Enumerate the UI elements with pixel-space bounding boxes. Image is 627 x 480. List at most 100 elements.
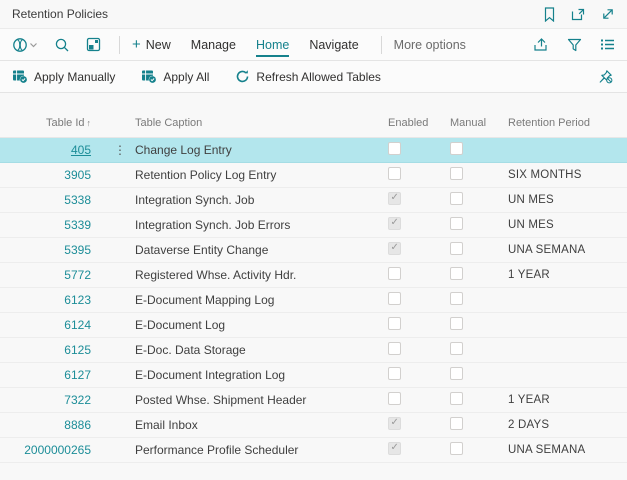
column-header-table-id[interactable]: Table Id ↑ — [45, 117, 91, 129]
bookmark-icon[interactable] — [542, 6, 557, 22]
apply-table-icon — [142, 70, 157, 84]
filter-icon[interactable] — [567, 38, 582, 52]
table-id-link[interactable]: 5772 — [64, 268, 91, 282]
column-header-table-caption[interactable]: Table Caption — [135, 117, 203, 129]
more-options-button[interactable]: More options — [393, 37, 466, 52]
column-header-manual[interactable]: Manual — [450, 117, 487, 129]
table-id-link[interactable]: 6125 — [64, 343, 91, 357]
table-row[interactable]: 6127 ⋮ E-Document Integration Log — [0, 363, 627, 388]
manual-checkbox[interactable] — [450, 217, 463, 230]
table-row[interactable]: 5338 ⋮ Integration Synch. Job UN MES — [0, 188, 627, 213]
table-caption-cell: E-Document Integration Log — [135, 368, 286, 382]
enabled-checkbox[interactable] — [388, 367, 401, 380]
manual-checkbox[interactable] — [450, 392, 463, 405]
apply-table-icon — [13, 70, 28, 84]
table-caption-cell: Change Log Entry — [135, 143, 232, 157]
manual-checkbox[interactable] — [450, 267, 463, 280]
table-row[interactable]: 8886 ⋮ Email Inbox 2 DAYS — [0, 413, 627, 438]
enabled-checkbox[interactable] — [388, 342, 401, 355]
table-caption-cell: Performance Profile Scheduler — [135, 443, 299, 457]
menu-item-home[interactable]: Home — [255, 38, 290, 57]
table-id-link[interactable]: 2000000265 — [24, 443, 91, 457]
manual-checkbox[interactable] — [450, 167, 463, 180]
manual-checkbox[interactable] — [450, 442, 463, 455]
manual-checkbox[interactable] — [450, 292, 463, 305]
table-caption-cell: E-Document Log — [135, 318, 226, 332]
choose-columns-icon[interactable] — [600, 38, 615, 51]
table-caption-cell: E-Doc. Data Storage — [135, 343, 246, 357]
popout-icon[interactable] — [571, 7, 586, 22]
table-row[interactable]: 5772 ⋮ Registered Whse. Activity Hdr. 1 … — [0, 263, 627, 288]
enabled-checkbox[interactable] — [388, 292, 401, 305]
table-row[interactable]: 6123 ⋮ E-Document Mapping Log — [0, 288, 627, 313]
column-header-retention-period[interactable]: Retention Period — [508, 117, 590, 129]
enabled-checkbox[interactable] — [388, 142, 401, 155]
table-caption-cell: Dataverse Entity Change — [135, 243, 269, 257]
menu-item-navigate[interactable]: Navigate — [309, 37, 359, 52]
table-id-link[interactable]: 6124 — [64, 318, 91, 332]
toolbar-divider — [380, 35, 382, 54]
table-row[interactable]: 5395 ⋮ Dataverse Entity Change UNA SEMAN… — [0, 238, 627, 263]
enabled-checkbox[interactable] — [388, 392, 401, 405]
enabled-checkbox[interactable] — [388, 217, 401, 230]
manual-checkbox[interactable] — [450, 317, 463, 330]
table-row[interactable]: 6124 ⋮ E-Document Log — [0, 313, 627, 338]
table-id-link[interactable]: 3905 — [64, 168, 91, 182]
retention-period-cell: UN MES — [508, 219, 554, 231]
table-row[interactable]: 6125 ⋮ E-Doc. Data Storage — [0, 338, 627, 363]
manual-checkbox[interactable] — [450, 142, 463, 155]
manual-checkbox[interactable] — [450, 192, 463, 205]
layout-icon[interactable] — [86, 37, 101, 52]
unpin-icon[interactable] — [598, 69, 613, 84]
table-caption-cell: E-Document Mapping Log — [135, 293, 275, 307]
manual-checkbox[interactable] — [450, 342, 463, 355]
apply-all-button[interactable]: Apply All — [141, 69, 209, 84]
enabled-checkbox[interactable] — [388, 267, 401, 280]
retention-period-cell: 1 YEAR — [508, 269, 550, 281]
dynamics-menu-icon[interactable] — [12, 37, 38, 53]
table-id-link[interactable]: 6127 — [64, 368, 91, 382]
column-header-enabled[interactable]: Enabled — [388, 117, 429, 129]
table-id-link[interactable]: 5339 — [64, 218, 91, 232]
page-title: Retention Policies — [12, 7, 109, 21]
retention-period-cell: 2 DAYS — [508, 419, 550, 431]
enabled-checkbox[interactable] — [388, 242, 401, 255]
enabled-checkbox[interactable] — [388, 192, 401, 205]
ribbon-toolbar: + New Manage Home Navigate More options — [0, 28, 627, 61]
menu-item-manage[interactable]: Manage — [190, 37, 236, 52]
expand-icon[interactable] — [600, 7, 615, 22]
manual-checkbox[interactable] — [450, 242, 463, 255]
row-menu-icon[interactable]: ⋮ — [114, 143, 126, 157]
share-icon[interactable] — [533, 37, 549, 52]
table-id-link[interactable]: 405 — [70, 143, 91, 157]
action-bar: Apply Manually Apply All Refresh Allowed… — [0, 61, 627, 93]
enabled-checkbox[interactable] — [388, 442, 401, 455]
table-row[interactable]: 405 ⋮ Change Log Entry — [0, 138, 627, 163]
menu-item-new[interactable]: + New — [132, 36, 171, 53]
refresh-allowed-tables-button[interactable]: Refresh Allowed Tables — [235, 69, 381, 84]
apply-manually-button[interactable]: Apply Manually — [12, 69, 115, 84]
enabled-checkbox[interactable] — [388, 167, 401, 180]
table-row[interactable]: 2000000265 ⋮ Performance Profile Schedul… — [0, 438, 627, 463]
table-caption-cell: Posted Whse. Shipment Header — [135, 393, 307, 407]
table-row[interactable]: 7322 ⋮ Posted Whse. Shipment Header 1 YE… — [0, 388, 627, 413]
table-id-link[interactable]: 5395 — [64, 243, 91, 257]
search-icon[interactable] — [54, 37, 70, 53]
table-id-link[interactable]: 7322 — [64, 393, 91, 407]
table-header-row: Table Id ↑ Table Caption Enabled Manual R… — [0, 109, 627, 138]
table-caption-cell: Integration Synch. Job — [135, 193, 255, 207]
retention-policies-table: Table Id ↑ Table Caption Enabled Manual R… — [0, 109, 627, 463]
enabled-checkbox[interactable] — [388, 417, 401, 430]
table-row[interactable]: 5339 ⋮ Integration Synch. Job Errors UN … — [0, 213, 627, 238]
refresh-icon — [237, 70, 249, 83]
manual-checkbox[interactable] — [450, 367, 463, 380]
table-id-link[interactable]: 6123 — [64, 293, 91, 307]
table-id-link[interactable]: 8886 — [64, 418, 91, 432]
table-caption-cell: Registered Whse. Activity Hdr. — [135, 268, 297, 282]
table-row[interactable]: 3905 ⋮ Retention Policy Log Entry SIX MO… — [0, 163, 627, 188]
manual-checkbox[interactable] — [450, 417, 463, 430]
table-id-link[interactable]: 5338 — [64, 193, 91, 207]
enabled-checkbox[interactable] — [388, 317, 401, 330]
retention-period-cell: UNA SEMANA — [508, 244, 586, 256]
toolbar-divider — [119, 35, 120, 54]
